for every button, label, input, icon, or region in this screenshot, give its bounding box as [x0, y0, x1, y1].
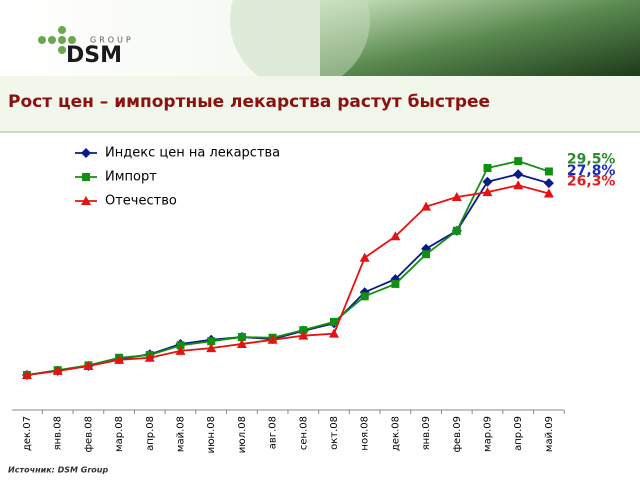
marker [482, 187, 493, 197]
marker [267, 334, 278, 344]
x-tick-label: мар.09 [483, 416, 494, 452]
marker [52, 365, 63, 375]
legend-label: Индекс цен на лекарства [105, 146, 280, 161]
marker [81, 148, 91, 158]
logo-sub: GROUP [90, 36, 134, 45]
marker [175, 345, 186, 355]
value-label: 27,8% [567, 163, 616, 179]
marker [390, 231, 401, 241]
value-label: 29,5% [567, 151, 616, 167]
marker [22, 370, 32, 379]
marker [144, 352, 155, 362]
marker [237, 333, 246, 342]
marker [176, 341, 185, 350]
x-tick-label: мар.08 [114, 416, 125, 452]
series-line [26, 184, 550, 376]
marker [513, 169, 524, 180]
marker [298, 330, 309, 340]
x-tick-label: дек.07 [22, 416, 33, 451]
chart-title: Рост цен – импортные лекарства растут бы… [8, 92, 490, 112]
x-tick-label: апр.08 [145, 416, 156, 451]
title-band [0, 76, 640, 132]
x-tick-label: ноя.08 [360, 416, 371, 451]
header-photo [320, 0, 640, 76]
marker [330, 317, 338, 326]
marker [452, 226, 461, 235]
marker [483, 164, 492, 172]
logo: DSM GROUP [38, 26, 134, 68]
x-tick-label: апр.09 [513, 416, 524, 451]
clock-decoration [230, 0, 370, 90]
footer: Источник: DSM Group [8, 466, 108, 475]
marker [329, 328, 339, 338]
marker [421, 201, 432, 211]
legend-label: Импорт [105, 170, 157, 185]
legend-label: Отечество [105, 194, 177, 209]
x-tick-label: авг.08 [268, 416, 279, 449]
x-tick-label: фев.08 [83, 416, 94, 453]
marker [207, 337, 216, 346]
marker [543, 188, 554, 198]
marker [299, 326, 308, 335]
marker [360, 292, 369, 301]
x-tick-label: июл.08 [237, 416, 248, 453]
x-tick-label: июн.08 [206, 416, 217, 453]
x-tick-label: янв.08 [53, 416, 64, 450]
marker [391, 279, 400, 288]
x-tick-label: янв.09 [421, 416, 432, 450]
marker [236, 338, 247, 348]
marker [451, 191, 462, 201]
marker [543, 178, 554, 189]
x-tick-label: май.09 [544, 416, 555, 452]
marker [422, 250, 431, 259]
x-tick-label: окт.08 [329, 416, 340, 450]
series-line [26, 160, 550, 376]
marker [359, 252, 370, 262]
marker [482, 176, 493, 187]
marker [513, 180, 524, 190]
marker [544, 167, 553, 176]
marker [81, 196, 91, 205]
marker [82, 173, 90, 181]
x-tick-label: май.08 [176, 416, 187, 452]
marker [514, 157, 523, 166]
marker [206, 343, 217, 353]
marker [83, 361, 94, 371]
marker [114, 354, 125, 364]
x-tick-label: сен.08 [298, 416, 309, 450]
logo-main: DSM [66, 43, 122, 68]
value-label: 26,3% [567, 174, 616, 190]
x-tick-label: дек.08 [390, 416, 401, 451]
x-tick-label: фев.09 [452, 416, 463, 453]
